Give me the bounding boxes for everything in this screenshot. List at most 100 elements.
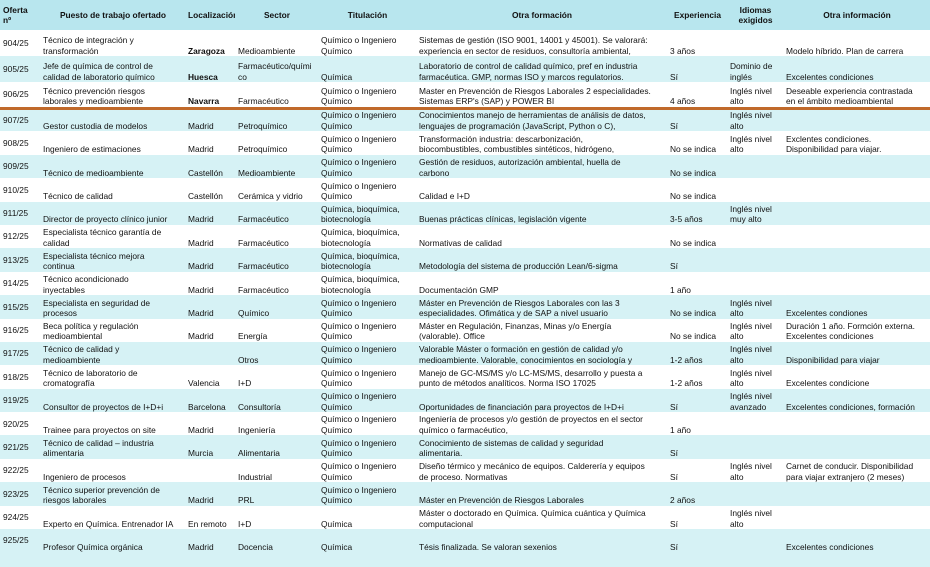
table-cell: Petroquímico [238, 120, 288, 131]
table-cell: Química, bioquímica, biotecnología [321, 250, 400, 272]
table-cell: Experto en Química. Entrenador IA [43, 518, 174, 529]
empty-cell [727, 272, 783, 295]
table-row: 919/25 Consultor de proyectos de I+D+i Bar… [0, 388, 930, 413]
table-cell: Químico o Ingeniero Químico [321, 320, 397, 342]
table-row: 910/25 Técnico de calidad Castellón Cerámic… [0, 178, 930, 202]
empty-cell [727, 155, 783, 178]
table-cell: Metodología del sistema de producción Le… [419, 261, 618, 272]
table-cell: Excelentes condiones [786, 308, 868, 319]
table-cell: Transformación industria: descarbonizaci… [419, 133, 615, 155]
table-row: 923/25 Técnico superior prevención de rie… [0, 482, 930, 506]
table-cell: Oportunidades de financiación para proye… [419, 401, 624, 412]
table-cell: Sistemas de gestión (ISO 9001, 14001 y 4… [419, 35, 648, 56]
table-cell: Inglés nivel alto [730, 297, 772, 319]
table-cell: Químico o Ingeniero Químico [321, 461, 397, 482]
table-cell: Máster en Regulación, Finanzas, Minas y/… [419, 320, 612, 342]
empty-cell [783, 178, 930, 201]
table-cell: Especialista técnico mejora continua [43, 250, 145, 272]
table-cell: No se indica [670, 308, 717, 319]
table-cell: 1 año [670, 424, 691, 435]
table-cell: 912/25 [3, 231, 29, 242]
empty-cell [783, 435, 930, 458]
column-header: Otra información [783, 0, 930, 30]
table-header: Oferta nº Puesto de trabajo ofertado Local… [0, 0, 930, 30]
empty-cell [727, 30, 783, 56]
table-cell: Normativas de calidad [419, 237, 502, 248]
table-cell: Beca política y regulación medioambienta… [43, 320, 139, 342]
table-cell: Laboratorio de control de calidad químic… [419, 61, 638, 82]
table-cell: 905/25 [3, 63, 29, 74]
table-cell: Carnet de conducir. Disponibilidad para … [786, 461, 914, 482]
table-cell: Duración 1 año. Formción externa. Excele… [786, 320, 915, 342]
table-cell: Inglés nivel avanzado [730, 391, 772, 412]
table-cell: Gestor custodia de modelos [43, 120, 148, 131]
table-cell: Química [321, 541, 353, 552]
table-cell: 914/25 [3, 278, 29, 289]
table-cell: 924/25 [3, 512, 29, 523]
table-cell: Químico o Ingeniero Químico [321, 157, 397, 178]
table-cell: Máster o doctorado en Química. Química c… [419, 508, 646, 529]
column-header: Experiencia [667, 0, 727, 30]
table-cell: 1-2 años [670, 378, 703, 389]
table-row: 925/25 Profesor Química orgánica Madrid Doc… [0, 529, 930, 553]
table-cell: Técnico de calidad – industria alimentar… [43, 437, 154, 459]
table-cell: 3-5 años [670, 214, 703, 225]
table-cell: Docencia [238, 541, 273, 552]
table-cell: Madrid [188, 541, 214, 552]
table-cell: Profesor Química orgánica [43, 541, 143, 552]
table-cell: Química, bioquímica, biotecnología [321, 203, 400, 225]
table-cell: Máster en Prevención de Riesgos Laborale… [419, 297, 620, 319]
table-cell: Sí [670, 448, 678, 459]
table-cell: Farmacéutico [238, 214, 289, 225]
table-cell: Sí [670, 518, 678, 529]
empty-cell [727, 178, 783, 201]
table-cell: Navarra [185, 82, 235, 110]
table-cell: Excelentes condiciones [786, 541, 874, 552]
table-cell: Técnico de integración y transformación [43, 35, 134, 56]
table-cell: Deseable experiencia contrastada en el á… [783, 82, 930, 110]
table-cell: Master en Prevención de Riesgos Laborale… [416, 82, 667, 110]
table-row: 913/25 Especialista técnico mejora contin… [0, 248, 930, 272]
table-cell: Técnico acondicionado inyectables [43, 274, 129, 295]
table-row: 920/25 Trainee para proyectos on site Madr… [0, 412, 930, 436]
table-cell: Murcia [188, 448, 214, 459]
table-cell: Inglés nivel alto [730, 508, 772, 529]
table-cell: Inglés nivel alto [727, 82, 783, 110]
table-cell: Químico o Ingeniero Químico [321, 35, 397, 56]
table-cell: 916/25 [3, 324, 29, 335]
table-cell: Buenas prácticas clínicas, legislación v… [419, 214, 587, 225]
table-cell: 921/25 [3, 441, 29, 452]
table-cell: Inglés nivel alto [730, 344, 772, 365]
table-cell: 911/25 [3, 208, 28, 218]
empty-cell [783, 482, 930, 505]
table-cell: Química, bioquímica, biotecnología [321, 274, 400, 295]
table-cell: Química [321, 71, 353, 82]
table-row: 917/25 Técnico de calidad y medioambiente… [0, 341, 930, 366]
table-cell: Técnico superior prevención de riesgos l… [43, 484, 160, 506]
table-cell: Madrid [188, 144, 214, 155]
table-cell: Sí [670, 471, 678, 482]
table-cell: Inglés nivel alto [730, 110, 772, 131]
empty-cell [783, 272, 930, 295]
table-cell: 910/25 [3, 184, 29, 195]
table-cell: Sí [670, 541, 678, 552]
table-body: 904/25 Técnico de integración y transform… [0, 30, 930, 553]
table-cell: Otros [238, 354, 259, 365]
table-cell: 3 años [670, 45, 696, 56]
empty-cell [783, 155, 930, 178]
table-cell: Químico o Ingeniero Químico [321, 437, 397, 459]
table-cell: Madrid [188, 495, 214, 506]
table-cell: Excelentes condiciones [786, 71, 874, 82]
table-row: 912/25 Especialista técnico garantía de c… [0, 224, 930, 249]
table-cell: Farmacéutico [238, 284, 289, 295]
column-header: Localización [185, 0, 235, 30]
table-cell: Gestión de residuos, autorización ambien… [419, 157, 621, 178]
table-row: 916/25 Beca política y regulación medioam… [0, 318, 930, 342]
table-row: 915/25 Especialista en seguridad de proce… [0, 295, 930, 319]
offers-table: Oferta nº Puesto de trabajo ofertado Local… [0, 0, 930, 553]
table-cell: Técnico de laboratorio de cromatografía [43, 367, 138, 389]
empty-cell [727, 248, 783, 271]
table-cell: Químico o Ingeniero Químico [321, 110, 397, 131]
table-cell: Conocimientos manejo de herramientas de … [419, 110, 646, 131]
column-header: Sector [235, 0, 318, 30]
